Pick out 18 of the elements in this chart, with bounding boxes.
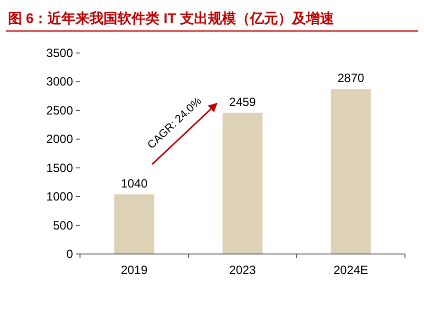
y-tick-label: 3500: [46, 46, 74, 60]
bar: [222, 112, 262, 254]
data-label: 2870: [337, 71, 365, 86]
chart-title: 图 6：近年来我国软件类 IT 支出规模（亿元）及增速: [8, 10, 335, 26]
y-tick-label: 2500: [46, 103, 74, 118]
y-tick-label: 500: [52, 218, 74, 232]
bar: [114, 194, 154, 254]
y-tick-label: 3000: [46, 74, 74, 89]
bar: [330, 89, 371, 254]
x-tick-label: 2024E: [333, 263, 368, 277]
data-label: 1040: [120, 176, 148, 190]
y-tick-label: 0: [66, 247, 74, 261]
x-tick-label: 2023: [229, 263, 256, 277]
y-tick-label: 2000: [46, 132, 74, 146]
y-tick-label: 1000: [46, 190, 74, 204]
y-tick-label: 1500: [46, 160, 74, 175]
data-label: 2459: [229, 94, 256, 109]
x-tick-label: 2019: [120, 263, 148, 277]
